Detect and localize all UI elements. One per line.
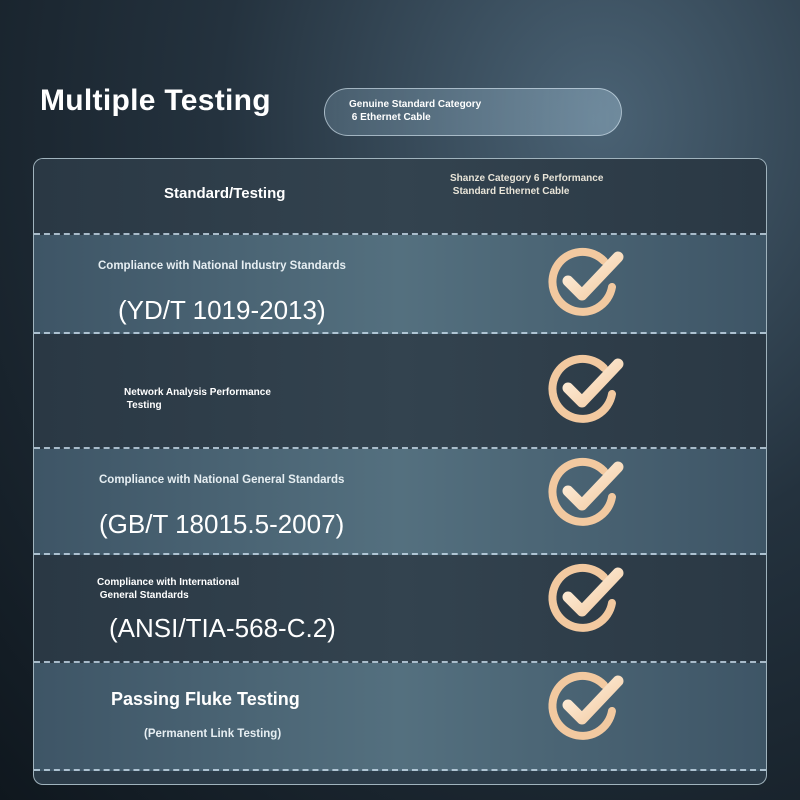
row-sublabel: (Permanent Link Testing) — [144, 728, 282, 740]
table-row: Compliance with National General Standar… — [34, 449, 766, 555]
table-row: Network Analysis Performance Testing — [34, 334, 766, 449]
check-icon — [548, 563, 624, 632]
row-code: (ANSI/TIA-568-C.2) — [109, 613, 336, 643]
row-label: Compliance with International General St… — [97, 577, 240, 601]
table-row: Passing Fluke Testing (Permanent Link Te… — [34, 663, 766, 771]
comparison-badge: Genuine Standard Category 6 Ethernet Cab… — [324, 88, 622, 136]
row-label: Passing Fluke Testing — [111, 689, 300, 709]
check-icon — [548, 354, 624, 423]
row-label: Network Analysis Performance Testing — [124, 387, 271, 411]
page-title: Multiple Testing — [40, 84, 271, 117]
table-row: Compliance with National Industry Standa… — [34, 235, 766, 334]
row-label: Compliance with National General Standar… — [99, 474, 345, 486]
row-code: (GB/T 18015.5-2007) — [99, 509, 345, 539]
row-label: Compliance with National Industry Standa… — [98, 260, 346, 272]
check-icon — [548, 247, 624, 316]
table-row: Compliance with International General St… — [34, 555, 766, 663]
header-product: Shanze Category 6 Performance Standard E… — [450, 173, 604, 197]
check-icon — [548, 457, 624, 526]
comparison-table: Standard/Testing Shanze Category 6 Perfo… — [33, 158, 767, 785]
check-icon — [548, 671, 624, 740]
header-standard: Standard/Testing — [164, 185, 286, 202]
table-header: Standard/Testing Shanze Category 6 Perfo… — [34, 159, 766, 235]
row-code: (YD/T 1019-2013) — [118, 295, 326, 325]
